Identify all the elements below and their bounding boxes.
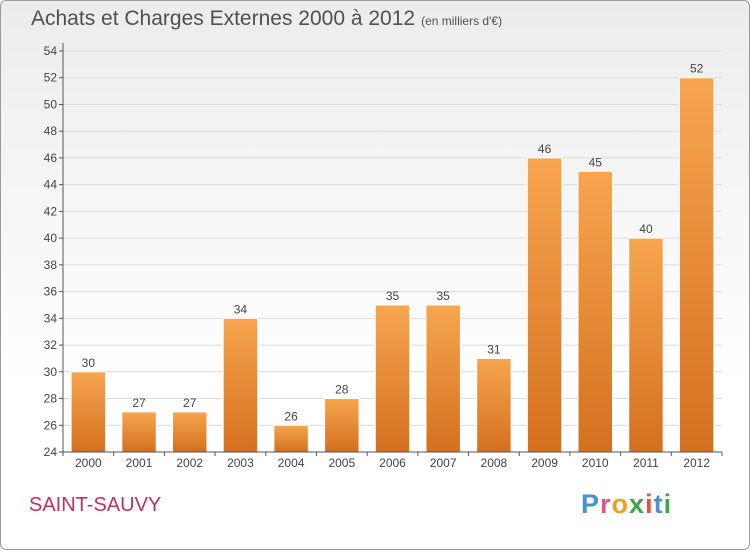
y-axis-ticks: 24 26 28 30 32 34 36 38 40 42 44 46 48 50 52 54 bbox=[44, 44, 63, 459]
bar-2001 bbox=[121, 411, 157, 453]
x-tick-label: 2007 bbox=[430, 456, 457, 470]
y-tick-label: 28 bbox=[44, 392, 58, 406]
data-label: 46 bbox=[538, 142, 552, 156]
x-axis-ticks: 2000 2001 2002 2003 2004 2005 2006 2007 2008 2009… bbox=[62, 452, 723, 470]
y-tick-label: 32 bbox=[44, 338, 58, 352]
y-tick-label: 44 bbox=[44, 178, 58, 192]
y-tick-label: 50 bbox=[44, 97, 58, 111]
bar-2009 bbox=[526, 157, 563, 453]
axes bbox=[62, 43, 722, 453]
data-label: 35 bbox=[386, 289, 400, 303]
data-label: 40 bbox=[639, 222, 653, 236]
logo-letter: o bbox=[611, 489, 630, 519]
x-tick-label: 2011 bbox=[633, 456, 659, 470]
x-tick-label: 2002 bbox=[176, 456, 203, 470]
data-label: 45 bbox=[589, 155, 603, 169]
bar-2005 bbox=[324, 398, 360, 453]
data-label: 27 bbox=[132, 396, 146, 410]
bar-2004 bbox=[273, 424, 309, 453]
y-tick-label: 54 bbox=[44, 44, 58, 58]
data-label: 28 bbox=[335, 383, 349, 397]
x-tick-label: 2006 bbox=[379, 456, 406, 470]
logo-letter: x bbox=[629, 489, 646, 519]
bars: 30 27 27 34 26 28 35 35 31 46 45 40 52 bbox=[70, 62, 715, 453]
data-label: 35 bbox=[437, 289, 451, 303]
bar-2002 bbox=[171, 411, 208, 453]
y-tick-label: 46 bbox=[44, 151, 58, 165]
bar-2006 bbox=[374, 304, 411, 453]
data-label: 52 bbox=[690, 62, 704, 76]
logo-letter: i bbox=[645, 489, 654, 519]
x-tick-label: 2009 bbox=[531, 456, 558, 470]
bar-2008 bbox=[476, 357, 512, 453]
y-tick-label: 30 bbox=[44, 365, 58, 379]
logo-letter: P bbox=[581, 489, 601, 519]
y-tick-label: 24 bbox=[44, 445, 58, 459]
chart-title: Achats et Charges Externes 2000 à 2012 (e… bbox=[31, 7, 502, 31]
y-tick-label: 34 bbox=[44, 311, 58, 325]
data-label: 26 bbox=[284, 409, 298, 423]
data-label: 27 bbox=[183, 396, 197, 410]
y-tick-label: 40 bbox=[44, 231, 58, 245]
x-tick-label: 2000 bbox=[75, 456, 102, 470]
y-tick-label: 42 bbox=[44, 204, 58, 218]
x-tick-label: 2012 bbox=[683, 456, 710, 470]
x-tick-label: 2003 bbox=[227, 456, 254, 470]
data-label: 31 bbox=[487, 342, 501, 356]
y-tick-label: 48 bbox=[44, 124, 58, 138]
bar-2010 bbox=[577, 170, 614, 453]
x-tick-label: 2005 bbox=[328, 456, 355, 470]
chart-subtitle: (en milliers d'€) bbox=[421, 14, 503, 28]
data-label: 34 bbox=[234, 302, 248, 316]
data-label: 30 bbox=[82, 356, 96, 370]
bar-2012 bbox=[678, 77, 715, 453]
x-tick-label: 2008 bbox=[481, 456, 508, 470]
x-tick-label: 2001 bbox=[126, 456, 153, 470]
x-tick-label: 2004 bbox=[278, 456, 305, 470]
y-tick-label: 36 bbox=[44, 285, 58, 299]
x-tick-label: 2010 bbox=[582, 456, 609, 470]
logo-letter: i bbox=[663, 489, 673, 519]
logo-letter: r bbox=[600, 489, 612, 519]
chart-title-text: Achats et Charges Externes 2000 à 2012 bbox=[31, 7, 416, 30]
y-tick-label: 38 bbox=[44, 258, 58, 272]
logo-letter: t bbox=[653, 489, 664, 519]
bar-2011 bbox=[628, 237, 664, 453]
bar-2003 bbox=[222, 317, 259, 453]
city-name: SAINT-SAUVY bbox=[29, 494, 162, 516]
proxiti-logo[interactable]: Proxiti bbox=[581, 489, 672, 520]
y-tick-label: 26 bbox=[44, 418, 58, 432]
bar-2000 bbox=[70, 371, 107, 453]
bar-2007 bbox=[425, 304, 461, 453]
y-tick-label: 52 bbox=[44, 71, 58, 85]
